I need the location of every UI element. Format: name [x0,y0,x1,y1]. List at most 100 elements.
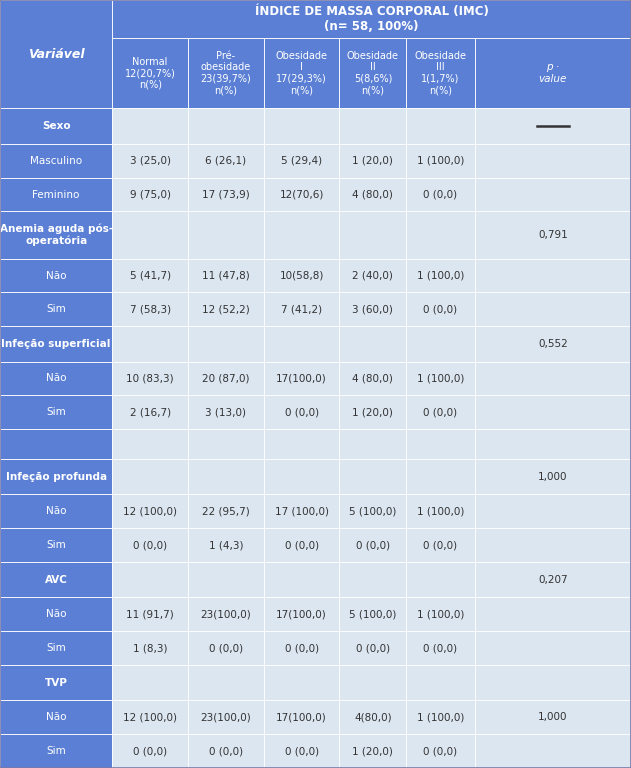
Bar [406,665,475,700]
Bar [112,495,188,528]
Bar [112,562,188,598]
Text: 1 (8,3): 1 (8,3) [133,643,167,653]
Bar [264,108,339,144]
Text: 12 (52,2): 12 (52,2) [202,304,250,314]
Text: 1 (100,0): 1 (100,0) [416,712,464,722]
Bar [112,429,188,459]
Text: Sim: Sim [46,746,66,756]
Bar [188,459,264,495]
Bar [475,562,631,598]
Bar [339,144,406,177]
Bar [188,211,264,259]
Text: 0 (0,0): 0 (0,0) [285,407,319,417]
Text: Não: Não [46,712,66,722]
Text: 0 (0,0): 0 (0,0) [423,407,457,417]
Bar [475,211,631,259]
Text: 1,000: 1,000 [538,712,567,722]
Bar [264,495,339,528]
Text: 22 (95,7): 22 (95,7) [202,506,250,516]
Text: Feminino: Feminino [32,190,80,200]
Text: Não: Não [46,373,66,383]
Bar [0,528,112,562]
Bar [264,144,339,177]
Bar [475,326,631,362]
Bar [264,734,339,768]
Bar [188,108,264,144]
Bar [406,700,475,734]
Text: 17 (73,9): 17 (73,9) [202,190,250,200]
Bar [0,631,112,665]
Text: 0 (0,0): 0 (0,0) [423,540,457,550]
Bar [264,259,339,293]
Text: 3 (25,0): 3 (25,0) [130,156,170,166]
Text: 0 (0,0): 0 (0,0) [133,540,167,550]
Bar [264,362,339,396]
Bar [406,259,475,293]
Text: 0 (0,0): 0 (0,0) [285,643,319,653]
Text: 0 (0,0): 0 (0,0) [423,643,457,653]
Text: Sexo: Sexo [42,121,71,131]
Bar [188,631,264,665]
Bar [406,562,475,598]
Bar [406,631,475,665]
Text: ÍNDICE DE MASSA CORPORAL (IMC)
(n= 58, 100%): ÍNDICE DE MASSA CORPORAL (IMC) (n= 58, 1… [255,5,488,33]
Text: Infeção profunda: Infeção profunda [6,472,107,482]
Bar [188,429,264,459]
Bar [406,108,475,144]
Text: 17(100,0): 17(100,0) [276,373,327,383]
Text: Normal
12(20,7%)
n(%): Normal 12(20,7%) n(%) [125,57,175,90]
Text: 3 (13,0): 3 (13,0) [206,407,246,417]
Bar [112,211,188,259]
Bar [188,598,264,631]
Bar [339,562,406,598]
Text: 0 (0,0): 0 (0,0) [285,540,319,550]
Bar [112,38,188,108]
Bar [264,598,339,631]
Bar [0,396,112,429]
Bar [475,528,631,562]
Text: 23(100,0): 23(100,0) [201,609,251,619]
Text: 4 (80,0): 4 (80,0) [353,190,393,200]
Bar [0,429,112,459]
Text: 12 (100,0): 12 (100,0) [123,712,177,722]
Bar [188,38,264,108]
Text: 0 (0,0): 0 (0,0) [423,190,457,200]
Bar [475,665,631,700]
Bar [0,211,112,259]
Bar [475,429,631,459]
Bar [0,0,112,108]
Text: 2 (16,7): 2 (16,7) [129,407,171,417]
Text: Anemia aguda pós-
operatória: Anemia aguda pós- operatória [0,223,113,247]
Text: 0 (0,0): 0 (0,0) [285,746,319,756]
Bar [339,177,406,211]
Text: 1 (20,0): 1 (20,0) [353,407,393,417]
Text: 0 (0,0): 0 (0,0) [209,746,243,756]
Text: 1 (4,3): 1 (4,3) [209,540,243,550]
Text: 0 (0,0): 0 (0,0) [423,304,457,314]
Text: Sim: Sim [46,540,66,550]
Bar [339,38,406,108]
Text: AVC: AVC [45,574,68,584]
Text: 4 (80,0): 4 (80,0) [353,373,393,383]
Text: 0 (0,0): 0 (0,0) [423,746,457,756]
Bar [188,326,264,362]
Bar [339,293,406,326]
Bar [188,362,264,396]
Text: Pré-
obesidade
23(39,7%)
n(%): Pré- obesidade 23(39,7%) n(%) [201,51,251,95]
Text: 0,207: 0,207 [538,574,567,584]
Bar [406,144,475,177]
Text: Masculino: Masculino [30,156,82,166]
Bar [406,38,475,108]
Bar [475,631,631,665]
Text: 1 (100,0): 1 (100,0) [416,270,464,280]
Bar [188,734,264,768]
Bar [188,396,264,429]
Bar [0,144,112,177]
Bar [264,293,339,326]
Bar [406,396,475,429]
Bar [475,259,631,293]
Bar [406,429,475,459]
Bar [0,459,112,495]
Text: 5 (100,0): 5 (100,0) [349,609,397,619]
Text: Sim: Sim [46,304,66,314]
